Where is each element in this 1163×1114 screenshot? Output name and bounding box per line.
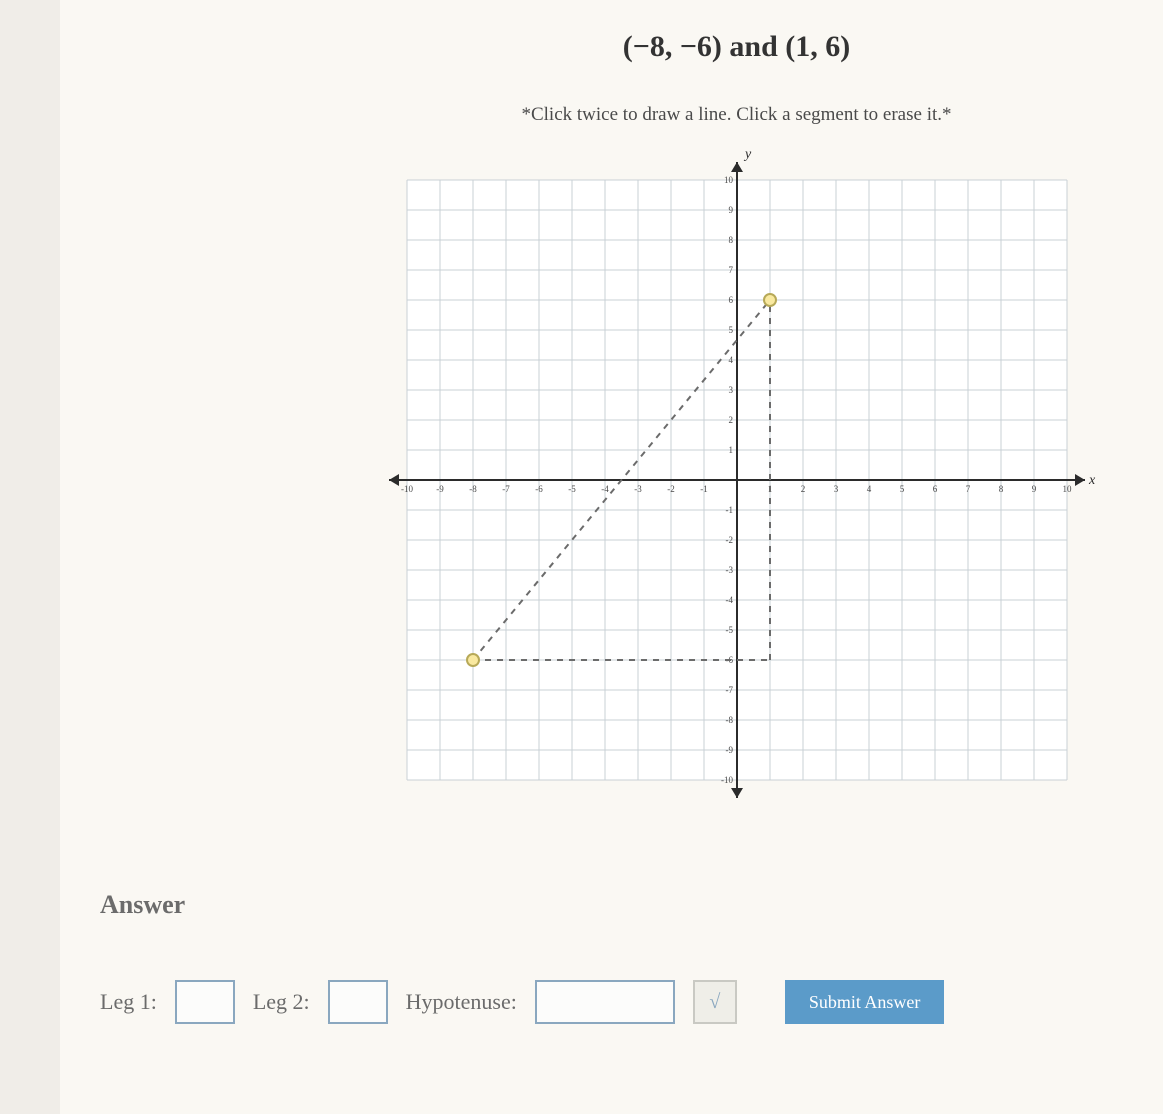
svg-text:9: 9	[1031, 484, 1036, 494]
instruction-text: *Click twice to draw a line. Click a seg…	[320, 104, 1153, 126]
svg-text:9: 9	[728, 205, 733, 215]
answer-heading: Answer	[100, 890, 1153, 920]
leg2-label: Leg 2:	[253, 989, 310, 1015]
svg-text:8: 8	[998, 484, 1003, 494]
hypotenuse-input[interactable]	[535, 980, 675, 1024]
svg-text:6: 6	[932, 484, 937, 494]
svg-text:1: 1	[728, 445, 733, 455]
answer-row: Leg 1: Leg 2: Hypotenuse: √ Submit Answe…	[100, 980, 1153, 1024]
svg-text:-2: -2	[725, 535, 733, 545]
svg-text:-8: -8	[469, 484, 477, 494]
svg-text:3: 3	[833, 484, 838, 494]
coordinate-grid[interactable]: y x -10 -9 -8 -7 -6 -5 -4 -3 -2 -1 1 2 3 4 5 6 7 8 9 10 -10 -9 -…	[367, 140, 1107, 820]
svg-text:-3: -3	[725, 565, 733, 575]
svg-text:-1: -1	[725, 505, 733, 515]
svg-text:-6: -6	[535, 484, 543, 494]
svg-text:5: 5	[728, 325, 733, 335]
point-1: (−8, −6)	[623, 30, 722, 63]
leg1-input[interactable]	[175, 980, 235, 1024]
problem-title: (−8, −6) and (1, 6)	[320, 30, 1153, 64]
svg-text:4: 4	[728, 355, 733, 365]
svg-text:-7: -7	[725, 685, 733, 695]
svg-text:4: 4	[866, 484, 871, 494]
leg2-input[interactable]	[328, 980, 388, 1024]
svg-text:3: 3	[728, 385, 733, 395]
svg-text:-5: -5	[725, 625, 733, 635]
svg-text:-4: -4	[601, 484, 609, 494]
svg-text:-10: -10	[721, 775, 733, 785]
point-2: (1, 6)	[785, 30, 850, 63]
svg-text:-3: -3	[634, 484, 642, 494]
svg-text:6: 6	[728, 295, 733, 305]
svg-text:-5: -5	[568, 484, 576, 494]
svg-text:10: 10	[724, 175, 734, 185]
leg1-label: Leg 1:	[100, 989, 157, 1015]
title-conj: and	[729, 30, 777, 63]
svg-text:-9: -9	[436, 484, 444, 494]
svg-text:5: 5	[899, 484, 904, 494]
svg-text:7: 7	[965, 484, 970, 494]
svg-text:-8: -8	[725, 715, 733, 725]
svg-text:10: 10	[1062, 484, 1072, 494]
submit-answer-button[interactable]: Submit Answer	[785, 980, 945, 1024]
svg-text:y: y	[743, 147, 752, 162]
check-icon: √	[709, 991, 720, 1014]
svg-text:7: 7	[728, 265, 733, 275]
svg-text:x: x	[1088, 473, 1096, 488]
svg-text:-7: -7	[502, 484, 510, 494]
svg-text:-1: -1	[700, 484, 708, 494]
svg-text:-4: -4	[725, 595, 733, 605]
svg-text:-2: -2	[667, 484, 675, 494]
svg-text:8: 8	[728, 235, 733, 245]
svg-text:2: 2	[728, 415, 733, 425]
svg-text:2: 2	[800, 484, 805, 494]
svg-text:-10: -10	[401, 484, 413, 494]
check-button[interactable]: √	[693, 980, 737, 1024]
svg-text:-9: -9	[725, 745, 733, 755]
hypotenuse-label: Hypotenuse:	[406, 989, 517, 1015]
